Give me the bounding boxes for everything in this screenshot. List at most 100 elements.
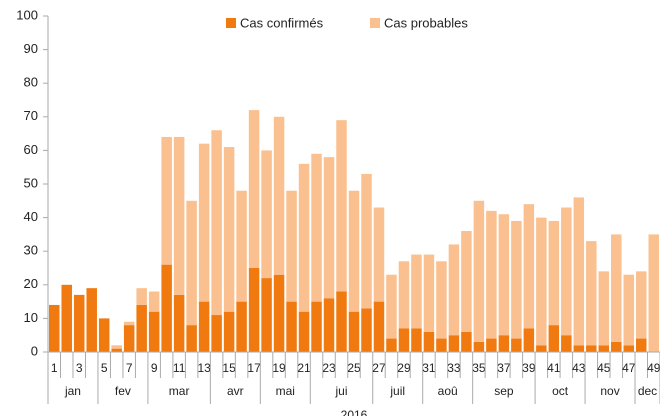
y-tick-label: 20 bbox=[24, 276, 38, 291]
y-tick-label: 80 bbox=[24, 75, 38, 90]
bar-segment bbox=[611, 234, 622, 342]
bar-segment bbox=[161, 136, 172, 265]
bar-segment bbox=[311, 301, 322, 352]
bar-segment bbox=[386, 338, 397, 352]
month-label: jui bbox=[335, 384, 348, 398]
bar-segment bbox=[623, 274, 635, 346]
year-label: 2016 bbox=[341, 408, 368, 416]
bar-segment bbox=[73, 294, 85, 352]
legend-swatch bbox=[370, 18, 380, 28]
x-tick-label: 1 bbox=[51, 361, 58, 375]
bar-segment bbox=[48, 304, 60, 352]
bar-segment bbox=[461, 231, 472, 332]
bar-segment bbox=[411, 254, 422, 329]
x-tick-label: 41 bbox=[547, 361, 561, 375]
bar-segment bbox=[636, 338, 647, 352]
y-tick-label: 0 bbox=[31, 343, 38, 358]
bar-segment bbox=[448, 244, 460, 336]
bar-segment bbox=[598, 271, 610, 346]
bar-segment bbox=[423, 254, 435, 332]
x-tick-label: 49 bbox=[647, 361, 660, 375]
month-label: juil bbox=[389, 384, 405, 398]
x-tick-label: 19 bbox=[272, 361, 286, 375]
bar-segment bbox=[336, 291, 347, 352]
bar-segment bbox=[636, 271, 647, 339]
month-label: oct bbox=[552, 384, 569, 398]
bar-segment bbox=[373, 207, 385, 302]
bar-segment bbox=[436, 338, 447, 352]
bar-segment bbox=[61, 284, 72, 352]
y-tick-label: 60 bbox=[24, 142, 38, 157]
bar-segment bbox=[323, 298, 335, 352]
bar-segment bbox=[298, 163, 310, 312]
bar-segment bbox=[311, 153, 322, 302]
y-tick-label: 100 bbox=[16, 7, 38, 22]
x-tick-label: 39 bbox=[522, 361, 536, 375]
bar-segment bbox=[261, 278, 272, 352]
bar-segment bbox=[348, 190, 360, 312]
bar-segment bbox=[523, 204, 535, 329]
bar-segment bbox=[198, 301, 210, 352]
bar-segment bbox=[136, 288, 147, 305]
month-label: avr bbox=[227, 384, 244, 398]
bar-segment bbox=[473, 200, 485, 342]
bar-segment bbox=[148, 311, 160, 352]
bar-segment bbox=[111, 345, 122, 349]
x-tick-label: 31 bbox=[422, 361, 436, 375]
bar-segment bbox=[98, 318, 110, 352]
bar-segment bbox=[398, 261, 410, 329]
x-tick-label: 5 bbox=[101, 361, 108, 375]
bar-segment bbox=[648, 234, 660, 352]
bar-segment bbox=[198, 143, 210, 302]
bar-segment bbox=[623, 345, 635, 352]
bar-segment bbox=[548, 325, 560, 352]
bar-segment bbox=[536, 345, 547, 352]
bar-segment bbox=[223, 147, 235, 312]
bar-segment bbox=[236, 301, 247, 352]
x-tick-label: 15 bbox=[222, 361, 236, 375]
month-label: mai bbox=[276, 384, 295, 398]
bar-segment bbox=[123, 321, 135, 326]
month-label: jan bbox=[64, 384, 81, 398]
bar-segment bbox=[586, 241, 597, 346]
y-tick-label: 90 bbox=[24, 41, 38, 56]
legend-label: Cas probables bbox=[384, 15, 468, 30]
bar-segment bbox=[573, 197, 585, 346]
month-label: mar bbox=[169, 384, 190, 398]
bar-segment bbox=[586, 345, 597, 352]
bar-segment bbox=[261, 150, 272, 279]
bar-segment bbox=[111, 348, 122, 352]
bar-segment bbox=[448, 335, 460, 352]
x-tick-label: 9 bbox=[151, 361, 158, 375]
x-tick-label: 13 bbox=[197, 361, 211, 375]
bar-segment bbox=[511, 338, 522, 352]
x-tick-label: 27 bbox=[372, 361, 386, 375]
bar-segment bbox=[161, 264, 172, 352]
bar-segment bbox=[511, 220, 522, 339]
bar-segment bbox=[336, 120, 347, 292]
bar-segment bbox=[361, 308, 372, 352]
x-tick-label: 11 bbox=[173, 361, 186, 375]
bar-segment bbox=[323, 157, 335, 299]
bar-segment bbox=[211, 130, 222, 316]
bar-segment bbox=[148, 291, 160, 312]
y-tick-label: 70 bbox=[24, 108, 38, 123]
bar-segment bbox=[373, 301, 385, 352]
y-tick-label: 10 bbox=[24, 310, 38, 325]
x-tick-label: 45 bbox=[597, 361, 611, 375]
bar-segment bbox=[436, 261, 447, 339]
bar-segment bbox=[473, 341, 485, 352]
bar-segment bbox=[348, 311, 360, 352]
bar-segment bbox=[498, 214, 510, 336]
bar-segment bbox=[223, 311, 235, 352]
legend-label: Cas confirmés bbox=[240, 15, 324, 30]
y-tick-label: 30 bbox=[24, 243, 38, 258]
x-tick-label: 35 bbox=[472, 361, 486, 375]
bar-segment bbox=[186, 200, 197, 326]
x-tick-label: 29 bbox=[397, 361, 411, 375]
y-tick-label: 50 bbox=[24, 175, 38, 190]
bar-segment bbox=[273, 274, 285, 352]
bar-segment bbox=[286, 190, 297, 302]
bar-segment bbox=[186, 325, 197, 352]
y-tick-label: 40 bbox=[24, 209, 38, 224]
